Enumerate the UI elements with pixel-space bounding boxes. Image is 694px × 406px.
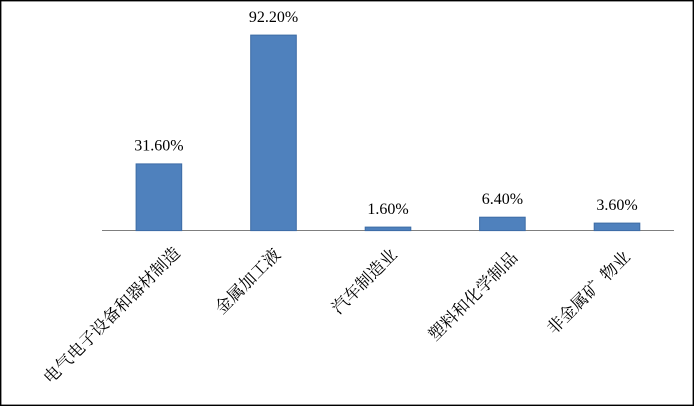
svg-text:6.40%: 6.40%	[482, 191, 523, 208]
svg-text:3.60%: 3.60%	[596, 197, 637, 214]
svg-text:31.60%: 31.60%	[134, 138, 183, 155]
svg-text:92.20%: 92.20%	[249, 9, 298, 26]
svg-text:1.60%: 1.60%	[367, 201, 408, 218]
